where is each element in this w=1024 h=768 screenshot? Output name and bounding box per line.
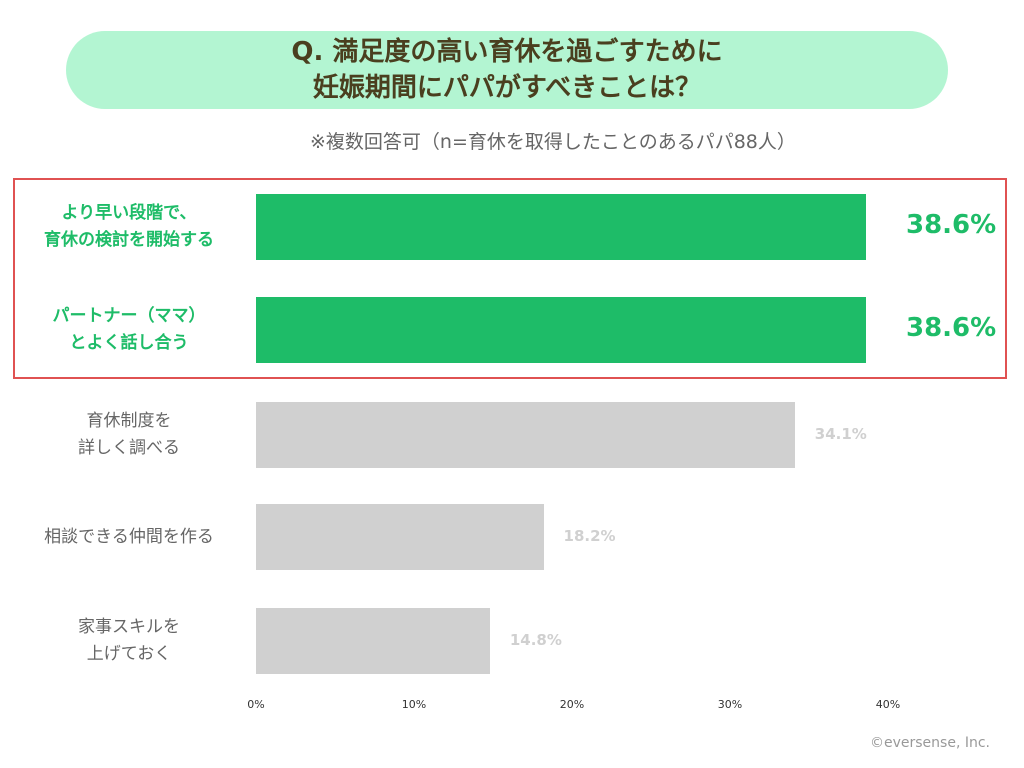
category-label: パートナー（ママ） とよく話し合う [52,306,206,353]
title-line-1: Q. 満足度の高い育休を過ごすために [291,37,723,67]
category-label: 相談できる仲間を作る [44,526,214,547]
title-line-2: 妊娠期間にパパがすべきことは？ [312,73,702,103]
value-label: 38.6% [906,313,997,343]
bar [256,402,795,468]
x-tick-label: 10% [401,698,427,711]
bar [256,297,866,363]
x-tick-label: 30% [717,698,743,711]
category-label: より早い段階で、 育休の検討を開始する [44,203,214,250]
value-label: 38.6% [906,210,997,240]
value-label: 34.1% [814,425,867,443]
category-label: 育休制度を 詳しく調べる [78,411,180,458]
copyright: ©eversense, Inc. [869,735,990,751]
value-label: 18.2% [563,527,616,545]
x-tick-label: 0% [247,698,265,711]
category-label: 家事スキルを 上げておく [78,617,180,664]
highlight-box [13,178,1007,379]
bar [256,194,866,260]
chart-subtitle: ※複数回答可（n=育休を取得したことのあるパパ88人） [310,131,796,153]
chart-title: Q. 満足度の高い育休を過ごすために 妊娠期間にパパがすべきことは？ [66,31,948,109]
value-label: 14.8% [509,631,562,649]
bar [256,608,490,674]
x-tick-label: 40% [875,698,901,711]
x-tick-label: 20% [559,698,585,711]
bar [256,504,544,570]
